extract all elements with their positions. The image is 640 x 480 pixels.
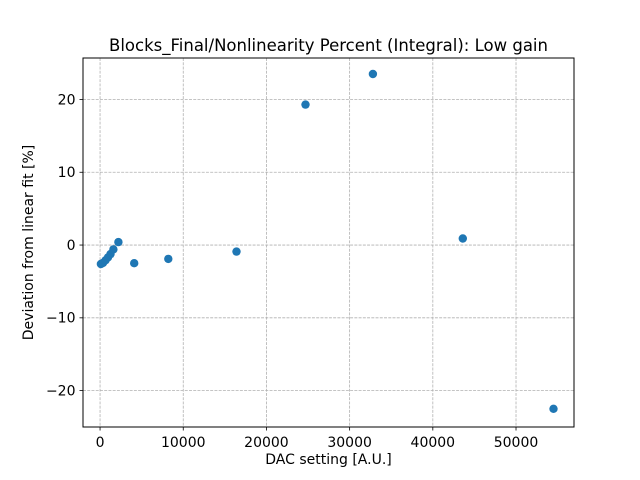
x-tick-label: 0 (96, 435, 105, 451)
data-point (368, 69, 378, 79)
y-tick-label: 0 (67, 238, 76, 254)
y-tick-label: 20 (58, 92, 76, 108)
y-axis-label: Deviation from linear fit [%] (21, 145, 37, 340)
y-tick-label: 10 (58, 165, 76, 181)
data-point (130, 259, 139, 268)
axes-frame (82, 57, 575, 428)
data-point (164, 254, 173, 264)
y-tick-label: −10 (46, 311, 76, 327)
x-tick-label: 40000 (411, 435, 456, 451)
data-point (114, 237, 123, 247)
x-tick-label: 30000 (327, 435, 372, 451)
y-tick-label: −20 (46, 384, 76, 400)
data-point (232, 247, 241, 256)
chart-title: Blocks_Final/Nonlinearity Percent (Integ… (109, 36, 548, 56)
data-point (301, 100, 310, 109)
x-tick-label: 50000 (494, 435, 539, 451)
scatter-points (96, 69, 558, 413)
x-tick-label: 20000 (244, 435, 289, 451)
data-point (109, 245, 118, 254)
x-tick-label: 10000 (161, 435, 206, 451)
axis-ticks: 0 10000 20000 30000 40000 50000 −20 −10 0 10 20 (46, 92, 538, 451)
x-axis-label: DAC setting [A.U.] (265, 452, 391, 468)
data-point (458, 234, 467, 243)
data-point (549, 404, 558, 413)
gridlines (83, 58, 574, 427)
